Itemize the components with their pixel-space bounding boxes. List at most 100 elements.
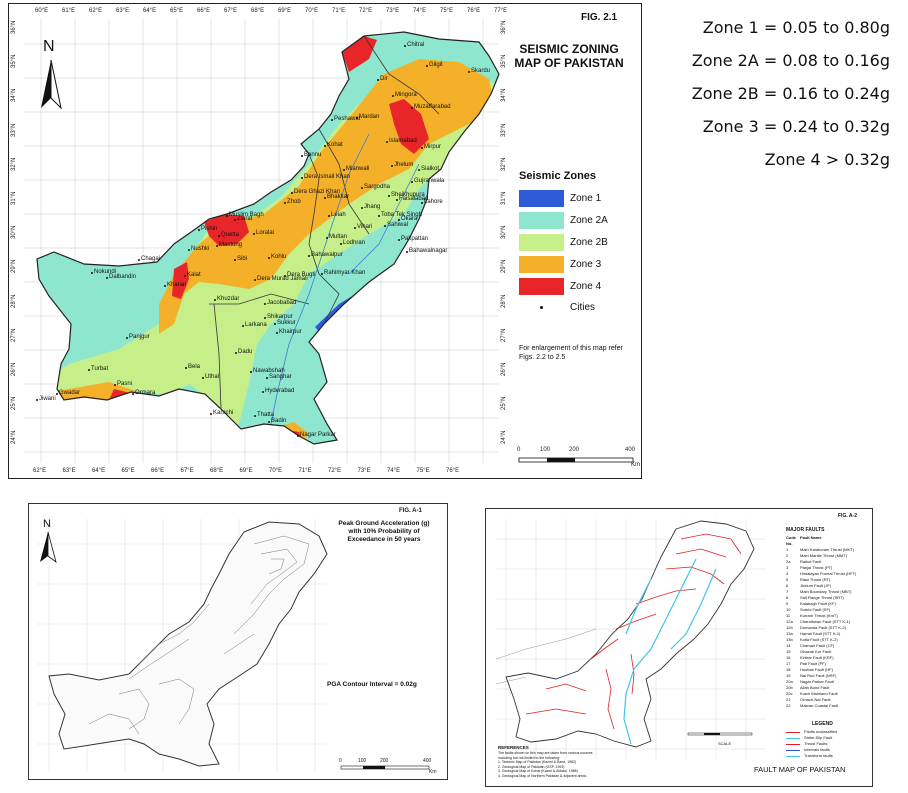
city-dot <box>268 257 270 259</box>
city-label: Khairpur <box>279 329 302 335</box>
city-label: Panjgur <box>129 334 150 340</box>
zone-2b-swatch <box>519 234 564 251</box>
city-dot <box>234 259 236 261</box>
top-tick-label: 67°E <box>224 8 238 14</box>
fault-code-header: Code No. <box>786 535 796 546</box>
pga-scale-400: 400 <box>423 758 432 764</box>
top-tick-label: 75°E <box>440 8 454 14</box>
right-tick-label: 28°N <box>501 294 507 308</box>
bottom-tick-label: 71°E <box>298 468 312 474</box>
fault-row: 12b Domanda Fault (STT K-2) <box>786 625 870 631</box>
city-dot <box>324 145 326 147</box>
pga-scale-bar: 0 100 200 400 Km <box>337 758 437 776</box>
fault-map-caption: FAULT MAP OF PAKISTAN <box>754 765 846 774</box>
city-dot <box>354 227 356 229</box>
fault-name: Nagar Parkar Fault <box>800 679 834 684</box>
bottom-tick-label: 63°E <box>62 468 76 474</box>
city-dot <box>297 435 299 437</box>
top-tick-label: 69°E <box>278 8 292 14</box>
city-dot <box>184 275 186 277</box>
city-label: Nokundi <box>94 269 117 275</box>
legend-zone-4: Zone 4 <box>519 278 601 295</box>
bottom-tick-label: 76°E <box>446 468 460 474</box>
fault-legend-rows: Faults unclassified Strike-Slip Fault Thru… <box>786 729 870 759</box>
city-label: Dadu <box>238 349 253 355</box>
fault-legend-label: Faults unclassified <box>804 729 837 734</box>
fault-list-header: Code No. Fault Name <box>786 535 870 547</box>
scale-label-100: 100 <box>540 447 551 453</box>
left-tick-label: 36°N <box>11 20 17 34</box>
top-tick-label: 70°E <box>305 8 319 14</box>
city-label: Dir <box>380 76 388 82</box>
pga-map: FIG. A-1 Peak Ground Acceleration (g) wi… <box>28 503 448 780</box>
fault-code: 8 <box>786 595 789 600</box>
left-tick-label: 29°N <box>11 259 17 274</box>
fault-line-swatch <box>786 737 800 739</box>
city-dot <box>421 202 423 204</box>
fault-row: 20a Nagar Parkar Fault <box>786 679 870 685</box>
fault-code: 11 <box>786 613 791 618</box>
fault-code: 14 <box>786 643 791 648</box>
city-label: Kalat <box>187 272 201 278</box>
north-label: N <box>43 38 55 55</box>
fault-scale-bar <box>686 727 756 741</box>
fault-name: Pab Fault (PF) <box>800 661 827 666</box>
fault-legend-row: Intervals faults <box>786 747 870 753</box>
bottom-tick-label: 70°E <box>269 468 283 474</box>
city-label: Sukkur <box>277 320 296 326</box>
fault-name: Makran Coastal Fault <box>800 703 839 708</box>
city-label: Okara <box>401 216 418 222</box>
city-dot <box>326 237 328 239</box>
fault-code: 3 <box>786 565 789 570</box>
city-label: Kohat <box>327 142 343 148</box>
fault-row: 11 Kurram Thrust (KmT) <box>786 613 870 619</box>
fault-legend-label: Transform faults <box>804 753 833 758</box>
fault-row: 2a Raikot Fault <box>786 559 870 565</box>
right-tick-label: 27°N <box>501 328 507 342</box>
fault-name: Salt Range Thrust (SRT) <box>800 595 844 600</box>
city-label: Pasni <box>117 381 133 387</box>
city-dot <box>188 249 190 251</box>
city-label: Vihari <box>357 224 373 230</box>
fault-code: 22 <box>786 703 791 708</box>
city-dot <box>340 243 342 245</box>
city-label: Sahiwal <box>387 222 409 228</box>
scale-label-0: 0 <box>517 447 521 453</box>
city-label: Gilgit <box>429 62 443 68</box>
zone-2a-swatch <box>519 212 564 229</box>
city-dot <box>198 229 200 231</box>
city-label: Jacobabad <box>267 300 297 306</box>
city-label: Gwadar <box>59 390 81 396</box>
legend-label: Zone 2A <box>570 215 608 226</box>
fault-code: 18 <box>786 667 791 672</box>
seismic-zoning-map: FIG. 2.1 SEISMIC ZONING MAP OF PAKISTAN … <box>8 3 642 479</box>
north-label: N <box>43 518 51 530</box>
city-dot <box>36 399 38 401</box>
right-tick-label: 36°N <box>501 20 507 34</box>
city-label: Uthal <box>205 374 220 380</box>
left-tick-label: 25°N <box>11 396 17 411</box>
city-dot <box>308 255 310 257</box>
seismic-map-title: SEISMIC ZONING MAP OF PAKISTAN <box>514 42 624 70</box>
pga-scale-200: 200 <box>380 758 389 764</box>
city-dot <box>343 169 345 171</box>
fault-legend-row: Faults unclassified <box>786 729 870 735</box>
city-dot <box>138 259 140 261</box>
city-dot <box>250 371 252 373</box>
city-dot <box>411 181 413 183</box>
city-dot <box>378 215 380 217</box>
city-dot <box>268 421 270 423</box>
top-tick-label: 72°E <box>359 8 373 14</box>
city-dot <box>253 233 255 235</box>
bottom-tick-label: 64°E <box>92 468 106 474</box>
zone-definition-2a: Zone 2A = 0.08 to 0.16g <box>691 51 890 70</box>
fault-code: 20b <box>786 685 793 690</box>
top-tick-label: 60°E <box>35 8 49 14</box>
fault-name: Main Karakoram Thrust (MKT) <box>800 547 854 552</box>
city-label: Thatta <box>257 412 275 418</box>
fault-row: 6 Jhelum Fault (JF) <box>786 583 870 589</box>
fault-code: 16 <box>786 655 791 660</box>
city-label: Ormara <box>135 390 156 396</box>
city-dot <box>418 169 420 171</box>
city-dot <box>56 393 58 395</box>
